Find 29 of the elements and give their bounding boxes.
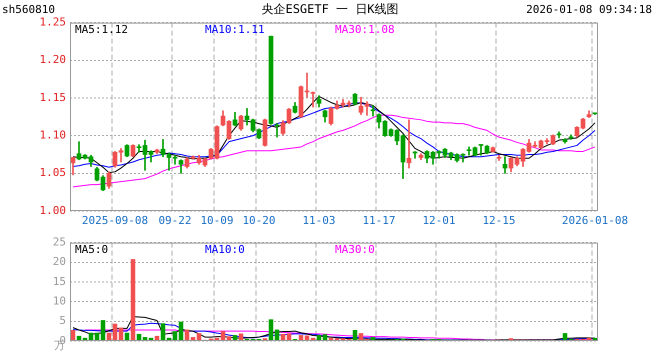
y-tick-label: 1.20 <box>40 53 66 66</box>
text: MA5:1.12 <box>75 23 128 36</box>
y-tick-label: 1.00 <box>40 204 66 217</box>
x-tick-label: 2025-09-08 <box>82 214 148 227</box>
x-tick-label: 2026-01-08 <box>560 214 630 227</box>
x-tick-label: 10-20 <box>242 214 276 227</box>
x-tick-label: 09-22 <box>158 214 192 227</box>
text: 2026-01-08 09:34:18 <box>526 3 652 16</box>
y-tick-label: 1.15 <box>40 90 66 104</box>
x-tick-label: 12-15 <box>482 214 516 227</box>
text: sh560810 <box>2 3 55 16</box>
y-tick-label: 20 <box>52 255 66 268</box>
x-tick-label: 10-09 <box>200 214 234 227</box>
chart-title: 央企ESGETF 一 日K线图 <box>261 2 399 16</box>
y-tick-label: 10 <box>52 294 66 308</box>
y-tick-label: 25 <box>52 235 66 248</box>
x-tick-label: 11-03 <box>302 214 336 227</box>
y-tick-label: 1.05 <box>40 166 66 180</box>
text: MA10:1.11 <box>205 23 265 36</box>
x-tick-label: 11-17 <box>362 214 396 227</box>
text: MA30:0 <box>335 243 375 256</box>
y-tick-label: 5 <box>59 314 66 328</box>
y-tick-label: 1.10 <box>40 128 66 142</box>
text: MA10:0 <box>205 243 245 256</box>
text: MA30:1.08 <box>335 23 395 36</box>
text: MA5:0 <box>75 243 108 256</box>
y-tick-label: 15 <box>52 274 66 288</box>
y-tick-label: 1.25 <box>40 15 66 28</box>
x-tick-label: 12-01 <box>422 214 456 227</box>
